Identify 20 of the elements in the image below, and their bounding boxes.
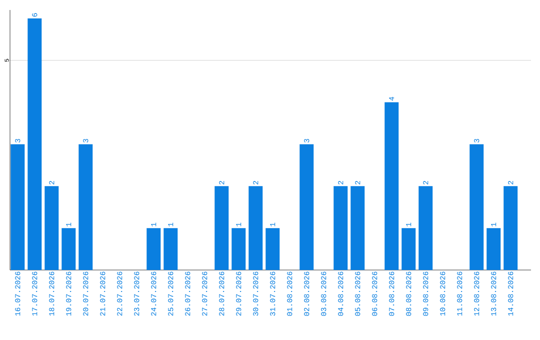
bar	[418, 186, 433, 270]
bar	[384, 102, 399, 270]
bar	[44, 186, 59, 270]
bar	[146, 228, 161, 270]
bar	[266, 228, 280, 270]
bar	[470, 144, 484, 270]
bar	[486, 228, 501, 270]
bar	[10, 144, 25, 270]
bar	[28, 18, 42, 270]
bar	[402, 228, 416, 270]
bar	[214, 186, 229, 270]
bar	[232, 228, 246, 270]
bar	[164, 228, 178, 270]
bar	[62, 228, 76, 270]
bar	[300, 144, 314, 270]
bar	[350, 186, 365, 270]
bar	[78, 144, 93, 270]
bar	[504, 186, 518, 270]
bar	[248, 186, 263, 270]
bar	[334, 186, 348, 270]
